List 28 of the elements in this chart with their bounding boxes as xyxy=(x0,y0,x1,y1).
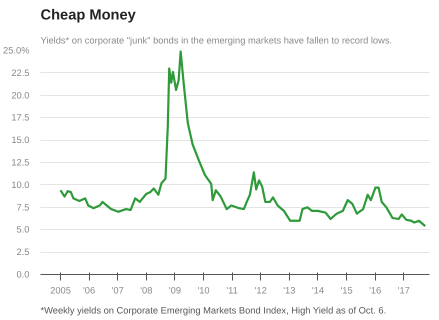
y-tick-label: 10.0 xyxy=(11,180,30,190)
x-tick-label: '13 xyxy=(283,286,296,296)
x-tick-label: '16 xyxy=(369,286,382,296)
y-tick-label: 5.0 xyxy=(16,224,30,235)
x-tick-label: '11 xyxy=(226,286,238,296)
chart-title: Cheap Money xyxy=(40,8,137,24)
x-tick-label: '12 xyxy=(254,286,267,296)
x-tick-label: 2005 xyxy=(50,286,71,296)
y-tick-label: 15.0 xyxy=(11,135,30,146)
x-tick-label: '14 xyxy=(312,286,324,296)
x-tick-label: '06 xyxy=(83,286,96,296)
x-tick-label: '09 xyxy=(168,286,182,296)
y-tick-label: 22.5 xyxy=(11,68,30,78)
x-tick-label: '08 xyxy=(140,286,152,296)
y-tick-label: 12.5 xyxy=(11,158,30,168)
y-tick-label: 20.0 xyxy=(11,90,30,100)
x-tick-label: '15 xyxy=(340,286,353,296)
y-tick-label: 7.5 xyxy=(16,202,30,212)
line-series xyxy=(59,50,426,228)
y-tick-label: 2.5 xyxy=(16,247,30,258)
chart-subtitle: Yields* on corporate "junk" bonds in the emerging markets have fallen to record lows. xyxy=(40,36,392,46)
x-tick-label: '07 xyxy=(112,286,124,296)
text: *Weekly yields on Corporate Emerging Markets Bond Index, High Yield as of Oct. 6. xyxy=(40,306,386,316)
x-tick-label: '10 xyxy=(197,286,210,296)
x-tick-label: '17 xyxy=(398,286,410,296)
y-tick-label: 0.0 xyxy=(16,270,30,280)
y-tick-label: 17.5 xyxy=(11,112,30,123)
y-tick-label: 25.0% xyxy=(3,46,30,56)
